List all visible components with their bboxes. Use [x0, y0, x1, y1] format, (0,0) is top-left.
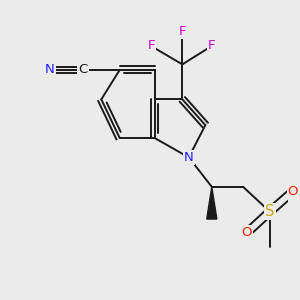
- Text: F: F: [147, 40, 155, 52]
- Text: C: C: [78, 63, 88, 76]
- Text: F: F: [178, 25, 186, 38]
- Text: F: F: [208, 40, 215, 52]
- Text: O: O: [242, 226, 252, 239]
- Text: O: O: [288, 185, 298, 198]
- Text: S: S: [265, 204, 274, 219]
- Text: N: N: [184, 151, 194, 164]
- Text: N: N: [45, 63, 55, 76]
- Polygon shape: [207, 187, 217, 219]
